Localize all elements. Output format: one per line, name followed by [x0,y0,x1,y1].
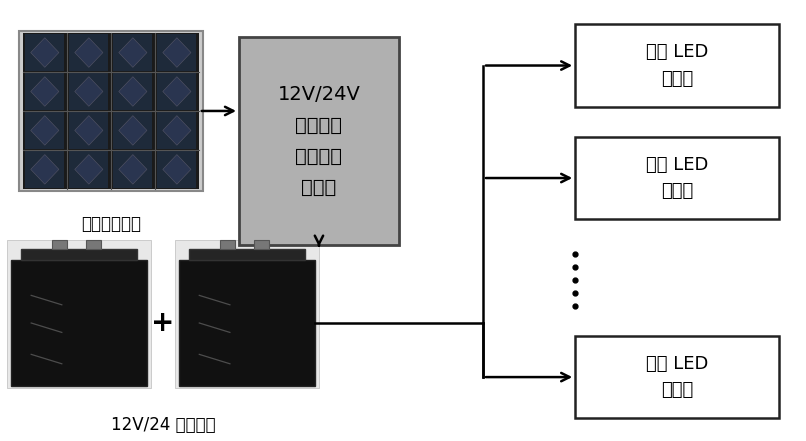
Polygon shape [118,77,147,106]
Bar [254,240,268,249]
Bar [25,34,64,71]
Bar [113,34,152,71]
Polygon shape [75,116,103,145]
Text: +: + [152,309,175,337]
Text: 12V/24V
太阳能系
统充电器
控制器: 12V/24V 太阳能系 统充电器 控制器 [277,85,360,197]
Polygon shape [75,155,103,184]
Bar [21,249,137,260]
Bar [157,151,197,187]
Bar [179,260,315,386]
Polygon shape [31,77,59,106]
Polygon shape [163,77,191,106]
Text: 开关 LED
驱动器: 开关 LED 驱动器 [646,355,708,399]
Bar [113,112,152,149]
Bar [10,260,147,386]
Bar [23,33,199,189]
Bar [113,73,152,110]
Bar [157,112,197,149]
Bar [25,151,64,187]
Bar [175,240,319,388]
Polygon shape [163,155,191,184]
Text: 开关 LED
驱动器: 开关 LED 驱动器 [646,43,708,88]
Bar [19,31,203,191]
Polygon shape [31,38,59,67]
Text: 12V/24 铅酸电池: 12V/24 铅酸电池 [110,416,215,434]
Bar [85,240,101,249]
Polygon shape [118,116,147,145]
Bar [157,34,197,71]
Bar [113,151,152,187]
Polygon shape [118,38,147,67]
Polygon shape [163,38,191,67]
Bar [157,73,197,110]
Polygon shape [31,155,59,184]
Bar [239,37,399,245]
Bar [189,249,305,260]
Text: 开关 LED
驱动器: 开关 LED 驱动器 [646,156,708,200]
Bar [69,151,109,187]
Polygon shape [118,155,147,184]
Bar [69,112,109,149]
Bar [575,336,779,418]
Bar [52,240,67,249]
Polygon shape [31,116,59,145]
Bar [575,137,779,219]
Bar [575,24,779,107]
Polygon shape [163,116,191,145]
Bar [25,112,64,149]
Bar [6,240,151,388]
Bar [69,73,109,110]
Bar [220,240,235,249]
Polygon shape [75,38,103,67]
Bar [69,34,109,71]
Polygon shape [75,77,103,106]
Text: 太阳能电池板: 太阳能电池板 [81,215,141,233]
Bar [25,73,64,110]
